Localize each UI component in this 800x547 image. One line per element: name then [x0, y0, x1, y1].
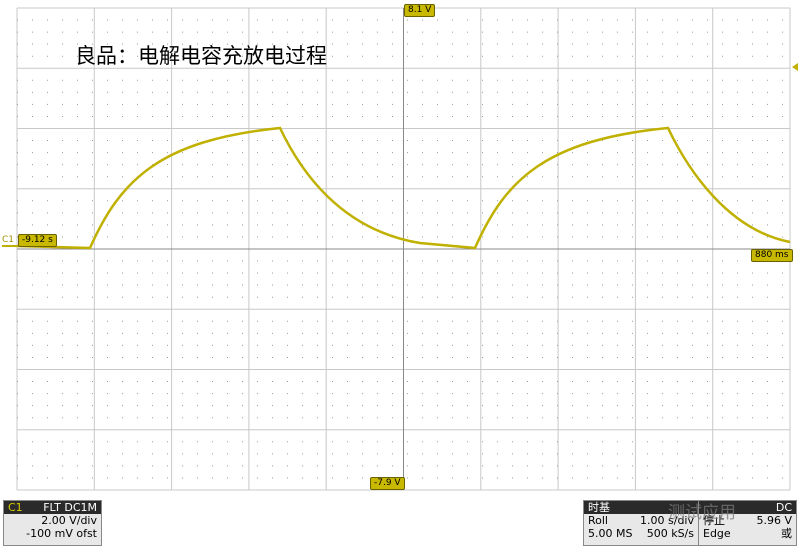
sample-rate: 500 kS/s: [646, 527, 694, 540]
trigger-panel[interactable]: DC 停止 5.96 V Edge 或: [698, 500, 797, 546]
channel-marker: C1: [2, 235, 15, 245]
bottom-marker: -7.9 V: [370, 477, 405, 490]
grid: [16, 7, 791, 491]
coupling: DC1M: [64, 501, 97, 514]
top-marker: 8.1 V: [404, 4, 436, 17]
waveform: [16, 126, 791, 250]
timebase-panel[interactable]: 时基 Roll 1.00 s/div 5.00 MS 500 kS/s: [583, 500, 699, 546]
title: 良品：电解电容充放电过程: [75, 44, 327, 68]
trigger-state: 停止: [703, 514, 725, 527]
trigger-source: 或: [781, 527, 792, 540]
trigger-type: Edge: [703, 527, 731, 540]
channel-name: C1: [8, 501, 23, 514]
memory: 5.00 MS: [588, 527, 633, 540]
left-marker: -9.12 s: [18, 234, 57, 247]
trigger-level: 5.96 V: [756, 514, 792, 527]
timebase-title: 时基: [588, 501, 610, 514]
trigger-level-marker: [792, 63, 798, 71]
volt-scale: 2.00 V/div: [41, 514, 97, 527]
watermark: 测试应用: [668, 503, 736, 523]
offset: -100 mV ofst: [26, 527, 97, 540]
time-scale: 1.00 s/div: [640, 514, 694, 527]
channel-panel[interactable]: C1 FLT DC1M 2.00 V/div -100 mV ofst: [3, 500, 102, 546]
trigger-coupling: DC: [775, 501, 792, 514]
mode: Roll: [588, 514, 608, 527]
filter: FLT: [43, 501, 61, 514]
right-marker: 880 ms: [751, 249, 793, 262]
